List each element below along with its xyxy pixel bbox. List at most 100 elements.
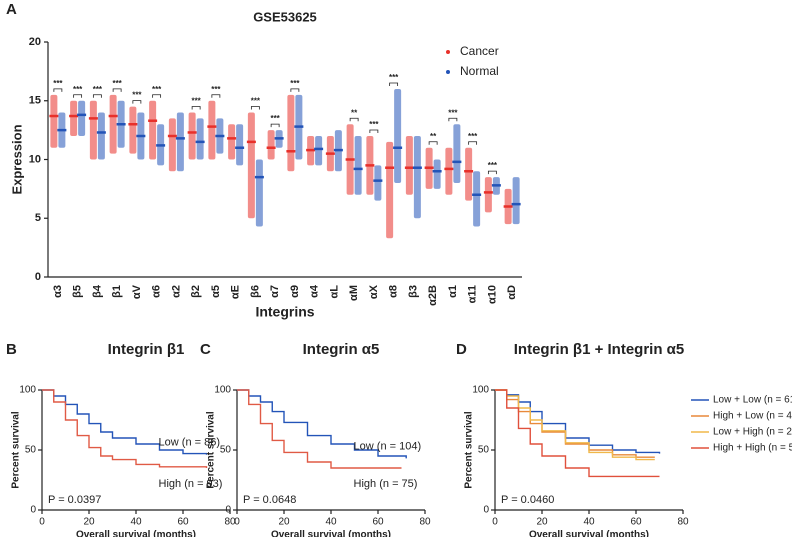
x-tick-label: 60 bbox=[177, 517, 189, 528]
x-tick-label: 60 bbox=[630, 517, 642, 528]
sig-bracket bbox=[152, 94, 162, 98]
significance: *** bbox=[152, 85, 162, 94]
significance: *** bbox=[73, 85, 83, 94]
x-tick-label: 20 bbox=[278, 517, 290, 528]
survival-curve bbox=[42, 389, 208, 455]
sig-bracket bbox=[448, 117, 458, 122]
x-tick-label: 20 bbox=[536, 517, 548, 528]
significance: *** bbox=[488, 161, 498, 170]
x-tick-label: 80 bbox=[677, 517, 689, 528]
x-axis-label: Overall survival (months) bbox=[76, 530, 196, 537]
x-tick-label: α2B bbox=[427, 285, 439, 306]
dot-spread bbox=[465, 147, 473, 201]
legend-label: High + High (n = 50) bbox=[713, 443, 792, 454]
x-tick-label: α7 bbox=[269, 285, 281, 298]
dot-spread bbox=[386, 141, 394, 239]
dot-spread bbox=[473, 171, 481, 227]
x-tick-label: 40 bbox=[325, 517, 337, 528]
significance: *** bbox=[369, 120, 379, 129]
x-tick-label: 80 bbox=[419, 517, 431, 528]
dot-spread bbox=[394, 89, 402, 183]
significance: *** bbox=[53, 79, 63, 88]
survival-curve bbox=[495, 389, 655, 458]
y-tick-label: 50 bbox=[478, 445, 490, 456]
y-tick-label: 0 bbox=[225, 505, 231, 516]
significance: *** bbox=[132, 91, 142, 100]
dot-spread bbox=[267, 130, 275, 160]
dot-spread bbox=[433, 159, 441, 189]
x-tick-label: αM bbox=[348, 285, 360, 301]
x-tick-label: 0 bbox=[492, 517, 498, 528]
sig-bracket bbox=[250, 106, 260, 110]
panel-letter: B bbox=[6, 341, 17, 358]
dot-spread bbox=[97, 112, 105, 160]
y-tick-label: 100 bbox=[19, 385, 36, 396]
sig-bracket bbox=[468, 141, 478, 145]
chart-title: Integrin β1 bbox=[108, 341, 185, 358]
y-axis-label: Percent survival bbox=[206, 411, 217, 488]
dot-spread bbox=[176, 112, 184, 172]
p-value: P = 0.0460 bbox=[501, 494, 554, 506]
sig-bracket bbox=[270, 123, 280, 128]
x-tick-label: α6 bbox=[151, 285, 163, 298]
curve-label: Low (n = 104) bbox=[354, 440, 422, 452]
sig-bracket bbox=[73, 94, 83, 98]
dot-spread bbox=[315, 136, 323, 166]
dot-spread bbox=[247, 112, 255, 219]
significance: *** bbox=[270, 114, 280, 123]
sig-bracket bbox=[92, 94, 102, 98]
survival-curve bbox=[237, 389, 402, 469]
y-tick-label: 0 bbox=[30, 505, 36, 516]
y-tick-label: 100 bbox=[214, 385, 231, 396]
x-axis-label: Integrins bbox=[255, 304, 314, 320]
y-tick-label: 15 bbox=[29, 95, 41, 107]
dot-spread bbox=[354, 136, 362, 195]
x-tick-label: 20 bbox=[83, 517, 95, 528]
dot-spread bbox=[109, 94, 117, 154]
sig-bracket bbox=[112, 88, 122, 92]
dot-spread bbox=[484, 177, 492, 213]
sig-bracket bbox=[369, 129, 379, 133]
x-tick-label: α8 bbox=[388, 285, 400, 298]
sig-bracket bbox=[487, 170, 497, 175]
y-tick-label: 50 bbox=[25, 445, 37, 456]
sig-bracket bbox=[428, 141, 438, 145]
chart-title: Integrin β1 + Integrin α5 bbox=[514, 341, 685, 358]
dot-spread bbox=[70, 100, 78, 136]
x-tick-label: αL bbox=[328, 285, 340, 299]
dot-spread bbox=[149, 100, 157, 160]
x-tick-label: 40 bbox=[583, 517, 595, 528]
x-tick-label: α9 bbox=[289, 285, 301, 298]
dot-spread bbox=[168, 118, 176, 172]
dot-spread bbox=[255, 159, 263, 227]
x-axis-label: Overall survival (months) bbox=[271, 530, 391, 537]
sig-bracket bbox=[389, 82, 399, 86]
curve-label: High (n = 93) bbox=[159, 478, 223, 490]
legend-label: Normal bbox=[460, 64, 499, 78]
x-tick-label: β3 bbox=[407, 285, 419, 298]
panel-letter: A bbox=[6, 1, 17, 18]
dot-spread bbox=[445, 147, 453, 195]
y-tick-label: 0 bbox=[483, 505, 489, 516]
x-tick-label: α2 bbox=[170, 285, 182, 298]
sig-bracket bbox=[349, 117, 359, 122]
x-tick-label: αV bbox=[131, 284, 143, 299]
curve-label: Low (n = 86) bbox=[159, 437, 220, 449]
legend-label: Cancer bbox=[460, 44, 499, 58]
x-tick-label: αE bbox=[230, 285, 242, 299]
dot-spread bbox=[405, 136, 413, 195]
dot-spread bbox=[236, 124, 244, 166]
x-tick-label: αX bbox=[368, 284, 380, 299]
x-tick-label: αD bbox=[506, 285, 518, 300]
dot-spread bbox=[188, 112, 196, 160]
y-tick-label: 10 bbox=[29, 153, 41, 165]
x-tick-label: β1 bbox=[111, 285, 123, 298]
chart-title: GSE53625 bbox=[253, 9, 317, 24]
legend-label: Low + Low (n = 61) bbox=[713, 395, 792, 406]
y-tick-label: 50 bbox=[220, 445, 232, 456]
x-tick-label: α1 bbox=[447, 285, 459, 298]
y-tick-label: 5 bbox=[35, 212, 41, 224]
p-value: P = 0.0397 bbox=[48, 494, 101, 506]
legend-label: High + Low (n = 43) bbox=[713, 411, 792, 422]
